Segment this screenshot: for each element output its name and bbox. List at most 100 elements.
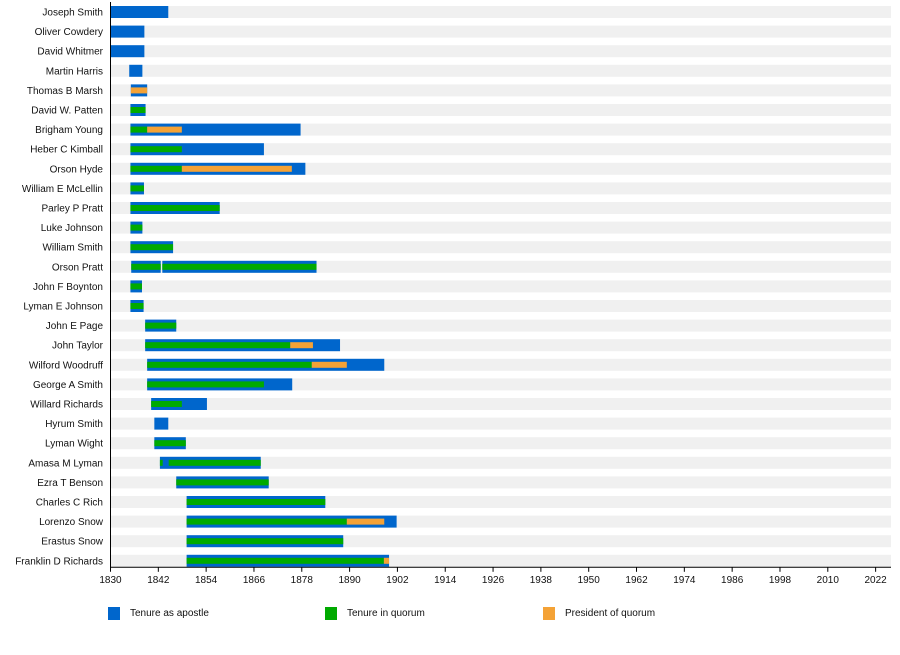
row-label: William E McLellin: [22, 184, 103, 195]
tenure-timeline-chart: Joseph Smith Oliver Cowdery David Whitmer M…: [15, 2, 891, 586]
x-tick-label: 2010: [817, 575, 840, 586]
row-label: Brigham Young: [35, 125, 103, 136]
row-label: Heber C Kimball: [30, 145, 103, 156]
president-bar: [130, 87, 148, 94]
row-label: John F Boynton: [33, 282, 103, 293]
row-label: Thomas B Marsh: [27, 86, 103, 97]
row-stripe: [110, 25, 891, 38]
president-bar: [346, 518, 385, 525]
row-label: Hyrum Smith: [45, 419, 103, 430]
tenure-bars: [110, 6, 397, 567]
row-stripe: [110, 221, 891, 234]
president-bar: [383, 557, 390, 564]
x-tick-label: 2022: [864, 575, 887, 586]
x-tick-label: 1974: [673, 575, 696, 586]
row-label: Martin Harris: [46, 66, 103, 77]
apostle-swatch: [108, 606, 120, 620]
quorum-bar: [159, 459, 163, 466]
quorum-bar: [130, 283, 142, 290]
row-stripe: [110, 64, 891, 77]
quorum-bar: [186, 499, 326, 505]
row-label: Ezra T Benson: [37, 478, 103, 489]
quorum-bar: [147, 361, 312, 368]
row-stripe: [110, 162, 891, 175]
row-stripe: [110, 202, 891, 214]
x-tick-label: 1866: [243, 575, 266, 586]
quorum-bar: [145, 342, 291, 349]
row-label: Willard Richards: [30, 400, 103, 411]
row-stripe: [110, 6, 891, 18]
president-bar: [290, 342, 313, 349]
row-stripe: [110, 280, 891, 293]
x-tick-label: 1902: [386, 575, 409, 586]
row-stripe: [110, 182, 891, 195]
row-label: Amasa M Lyman: [28, 458, 103, 469]
row-label: John Taylor: [52, 341, 104, 352]
row-stripe: [110, 45, 891, 58]
row-label: David Whitmer: [37, 47, 103, 58]
row-stripes: [110, 6, 891, 567]
quorum-bar: [130, 107, 146, 113]
legend-item-president: President of quorum: [543, 606, 655, 620]
president-bar: [311, 361, 347, 368]
quorum-bar: [176, 479, 269, 486]
apostle-bar: [110, 6, 169, 18]
row-label: Lorenzo Snow: [39, 517, 104, 528]
row-label: Charles C Rich: [36, 498, 103, 509]
quorum-bar: [130, 126, 148, 133]
x-tick-label: 1938: [530, 575, 553, 586]
legend-label-quorum: Tenure in quorum: [347, 607, 425, 619]
quorum-bar: [186, 518, 347, 525]
row-stripe: [110, 300, 891, 312]
apostle-bar: [154, 417, 169, 430]
row-stripe: [110, 104, 891, 116]
quorum-bar: [130, 165, 182, 172]
row-label: Orson Pratt: [52, 262, 103, 273]
x-tick-label: 1854: [195, 575, 218, 586]
row-stripe: [110, 84, 891, 97]
row-stripe: [110, 241, 891, 254]
x-tick-label: 1998: [769, 575, 792, 586]
x-tick-label: 1890: [338, 575, 361, 586]
row-label: William Smith: [42, 243, 103, 254]
president-swatch: [543, 606, 555, 620]
row-label: Lyman Wight: [45, 439, 103, 450]
quorum-bar: [147, 381, 264, 388]
legend-item-apostle: Tenure as apostle: [108, 606, 209, 620]
row-label: Erastus Snow: [41, 537, 103, 548]
apostle-bar: [110, 25, 145, 38]
row-stripe: [110, 417, 891, 430]
x-axis: 1830 1842 1854 1866 1878 1890 1902 1914 1926 1938…: [99, 2, 891, 586]
legend-label-president: President of quorum: [565, 607, 656, 619]
row-stripe: [110, 378, 891, 391]
row-stripe: [110, 437, 891, 450]
row-label: Lyman E Johnson: [23, 302, 103, 313]
x-tick-label: 1950: [578, 575, 601, 586]
row-stripe: [110, 143, 891, 156]
row-stripe: [110, 123, 891, 136]
row-label: Joseph Smith: [42, 8, 103, 19]
legend-item-quorum: Tenure in quorum: [325, 606, 425, 620]
quorum-bar: [131, 263, 161, 270]
row-stripe: [110, 456, 891, 469]
quorum-bar: [130, 205, 220, 211]
quorum-bar: [186, 557, 384, 564]
row-stripe: [110, 319, 891, 332]
row-labels: Joseph Smith Oliver Cowdery David Whitmer M…: [15, 8, 104, 568]
row-label: John E Page: [46, 321, 104, 332]
quorum-bar: [130, 185, 144, 192]
row-label: Oliver Cowdery: [35, 27, 103, 38]
apostle-bar: [129, 64, 143, 77]
row-label: Wilford Woodruff: [29, 360, 103, 371]
x-tick-label: 1878: [291, 575, 314, 586]
quorum-bar: [162, 263, 317, 270]
president-bar: [147, 126, 182, 133]
quorum-bar: [186, 538, 344, 545]
x-tick-label: 1914: [434, 575, 457, 586]
row-label: Orson Hyde: [50, 164, 104, 175]
x-tick-label: 1842: [147, 575, 170, 586]
president-bar: [181, 165, 292, 172]
row-label: Luke Johnson: [41, 223, 103, 234]
row-label: Franklin D Richards: [15, 556, 103, 567]
quorum-bar: [130, 244, 174, 251]
